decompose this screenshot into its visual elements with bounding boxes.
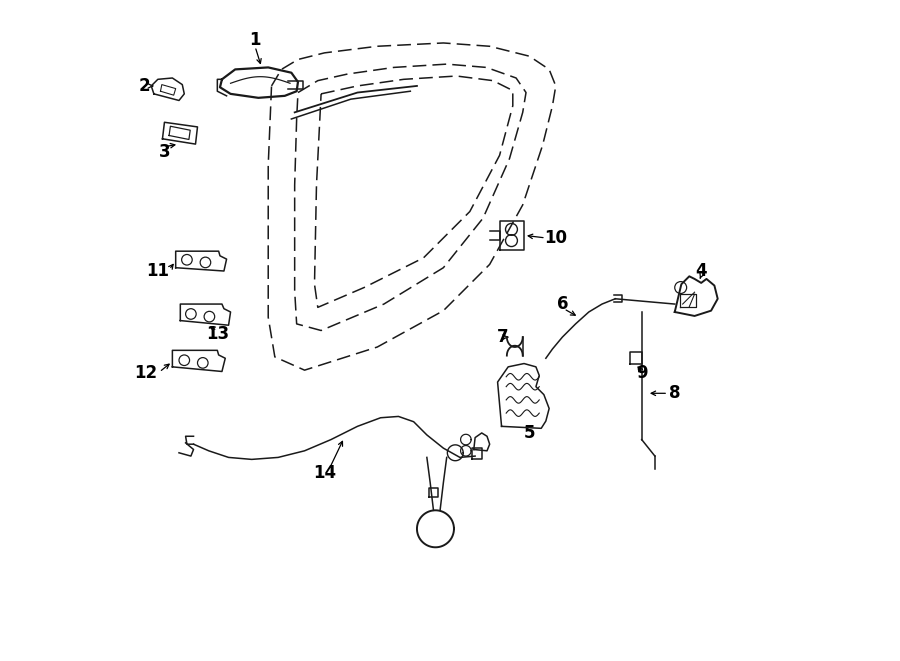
- Text: 7: 7: [497, 328, 508, 346]
- Text: 5: 5: [524, 424, 536, 442]
- Text: 12: 12: [134, 364, 158, 383]
- Text: 1: 1: [249, 30, 261, 49]
- Text: 2: 2: [139, 77, 150, 95]
- Text: 4: 4: [696, 262, 707, 280]
- Text: 14: 14: [313, 463, 336, 482]
- Text: 9: 9: [636, 364, 647, 383]
- Text: 10: 10: [544, 229, 567, 247]
- Text: 11: 11: [147, 262, 169, 280]
- Text: 13: 13: [206, 325, 229, 343]
- Text: 3: 3: [158, 143, 170, 161]
- Text: 6: 6: [556, 295, 568, 313]
- Text: 8: 8: [669, 384, 680, 403]
